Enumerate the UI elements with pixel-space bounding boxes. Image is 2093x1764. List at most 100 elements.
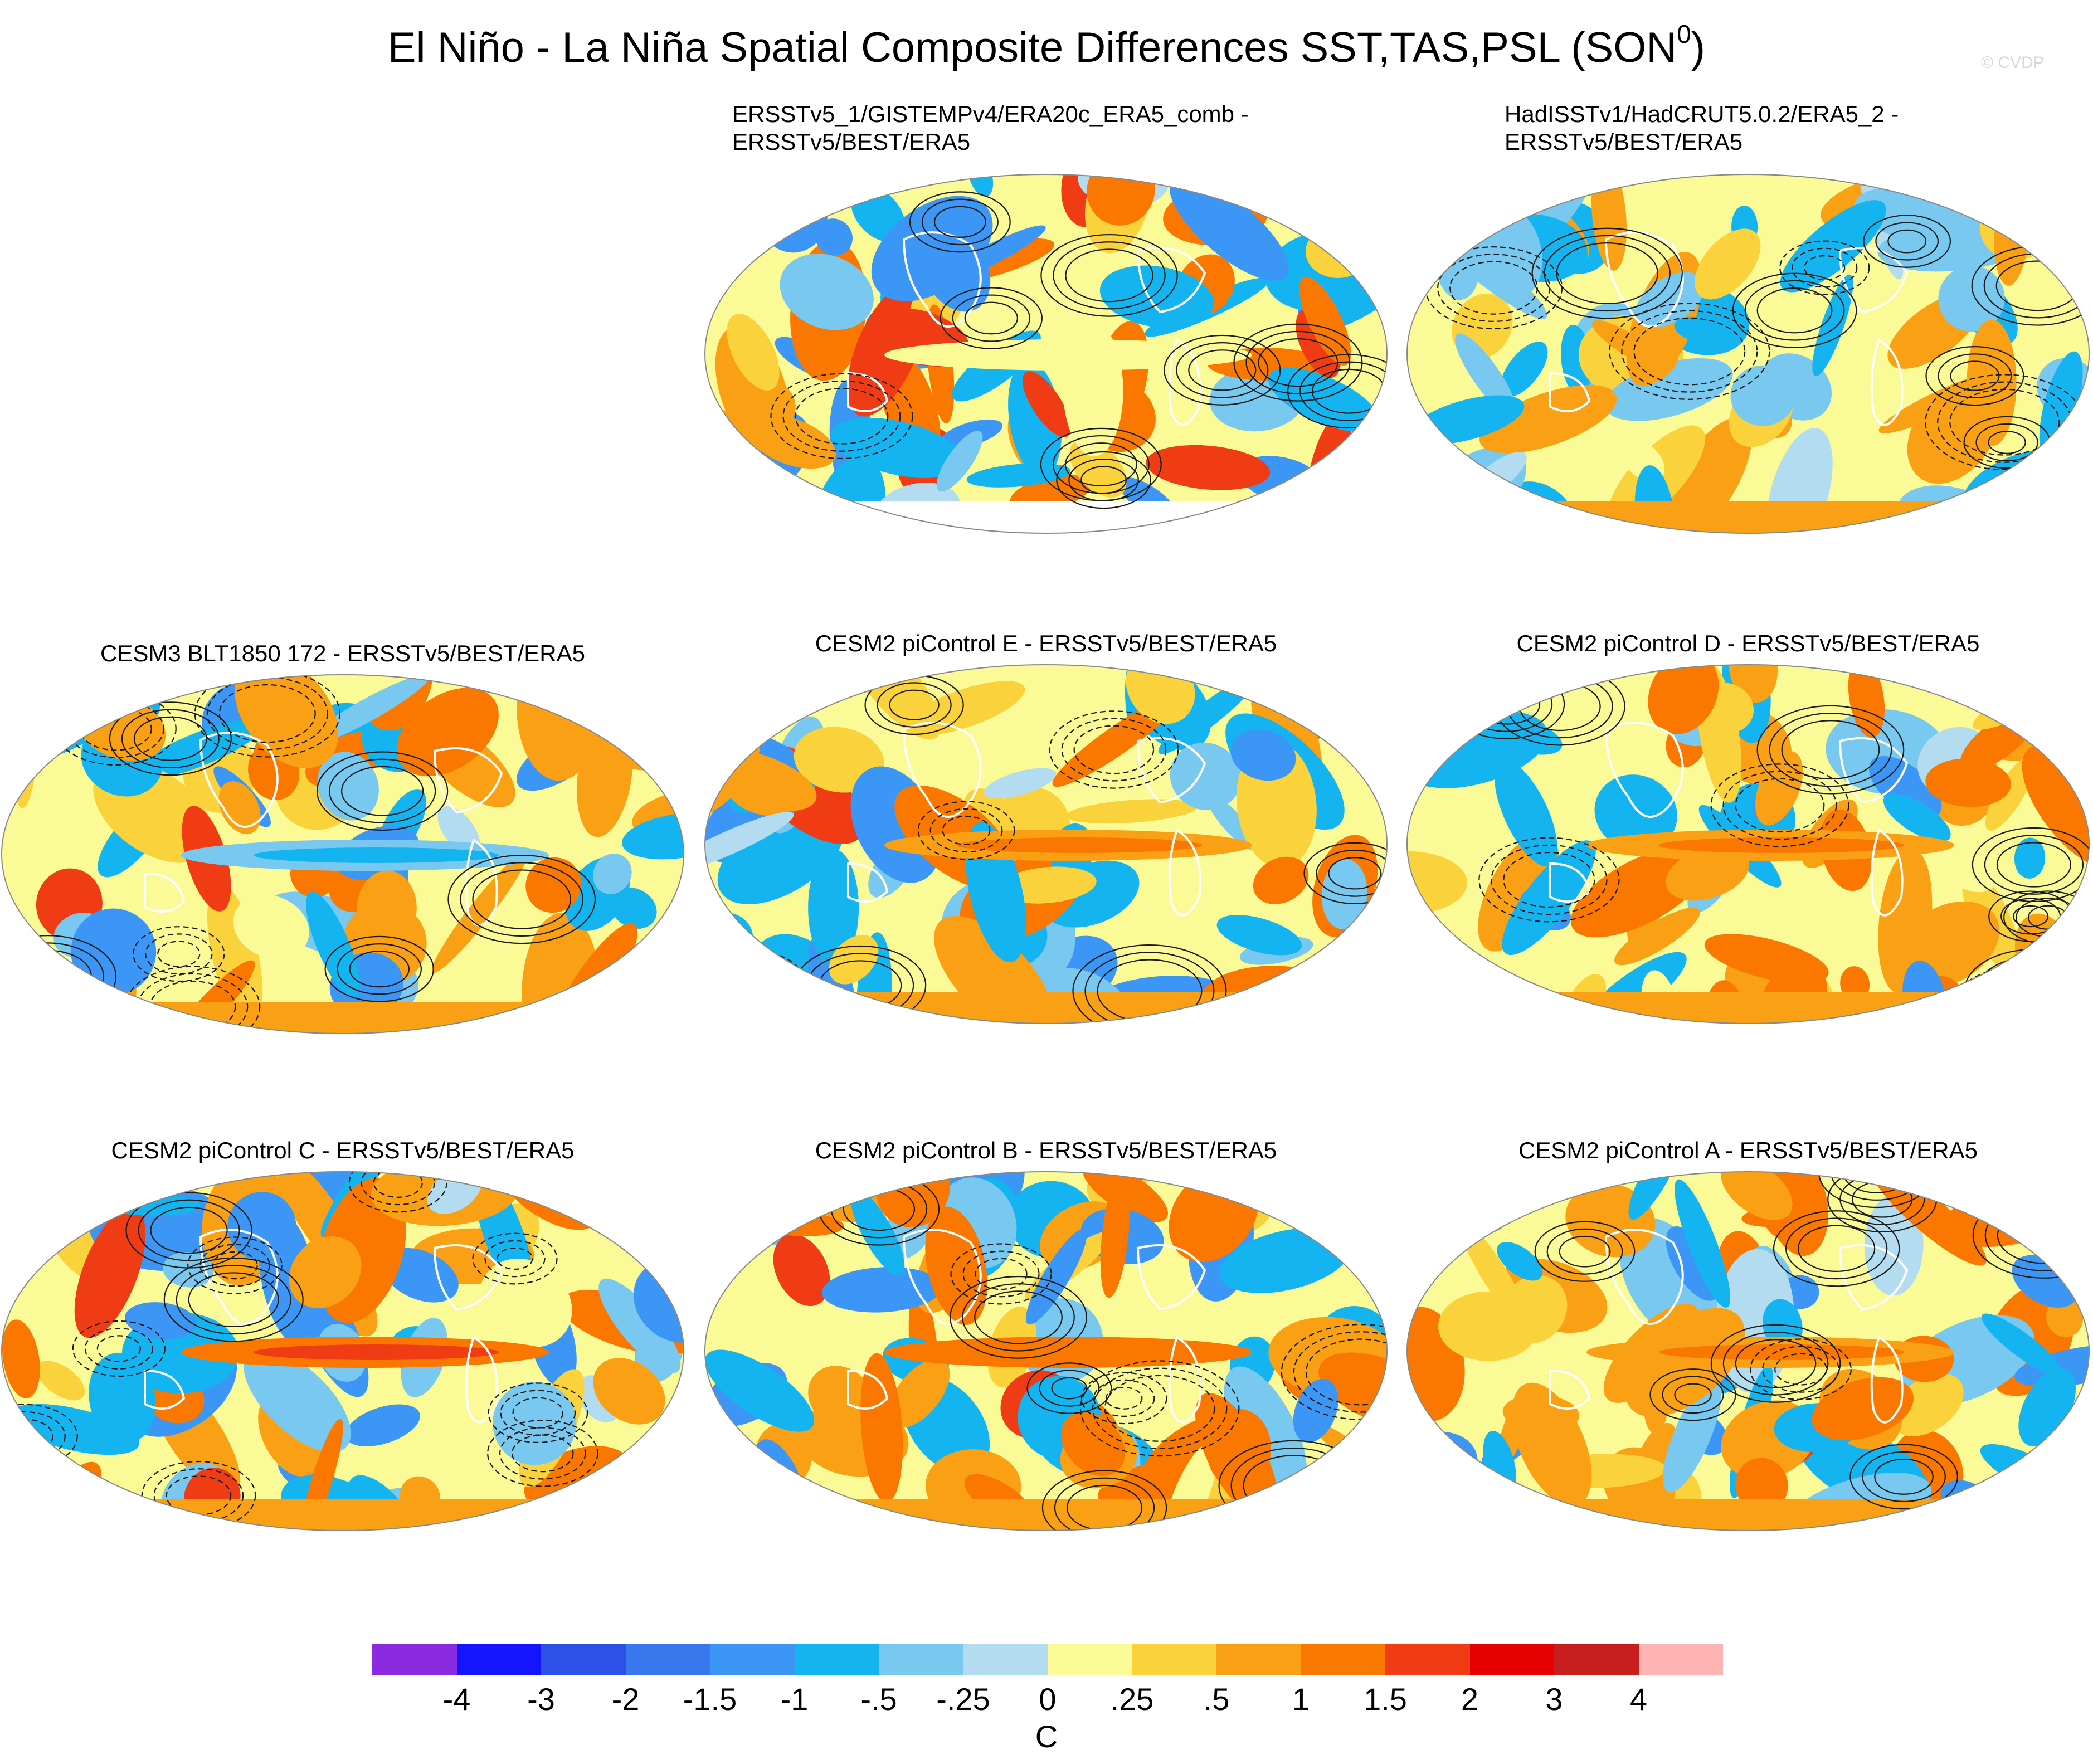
psl-contour: [933, 206, 986, 238]
psl-contour: [974, 1290, 1063, 1344]
psl-contour: [1040, 427, 1162, 501]
psl-contour: [1305, 1338, 1387, 1406]
psl-contour: [497, 1248, 533, 1270]
panel-title-line2: ERSSTv5/BEST/ERA5: [1505, 129, 1743, 155]
psl-contour: [1065, 248, 1153, 303]
colorbar-tick-label: 3: [1545, 1682, 1563, 1717]
psl-contour: [942, 815, 991, 845]
panel-title: HadISSTv1/HadCRUT5.0.2/ERA5_2 - ERSSTv5/…: [1505, 100, 2093, 156]
anomaly-blob: [2, 705, 32, 739]
anomaly-blob: [1730, 365, 1795, 426]
psl-contour: [705, 1478, 777, 1531]
anomaly-blob: [431, 850, 529, 973]
map-field: [705, 1172, 1387, 1531]
coastline: [847, 862, 889, 903]
psl-contour: [163, 1257, 304, 1342]
psl-contour: [1849, 1444, 1958, 1510]
map-plot: [1, 1171, 684, 1531]
anomaly-blob: [1985, 756, 2036, 831]
psl-contour: [877, 682, 952, 728]
map-panel: CESM2 piControl A - ERSSTv5/BEST/ERA5: [1405, 1137, 2091, 1594]
psl-contour: [1176, 342, 1269, 398]
psl-contour: [1769, 713, 1892, 787]
anomaly-blob: [705, 665, 742, 763]
psl-contour: [84, 1328, 153, 1370]
psl-contour: [138, 1199, 240, 1261]
psl-contour: [1064, 442, 1137, 487]
anomaly-blob: [479, 1258, 572, 1348]
anomaly-blob: [2, 1444, 53, 1509]
psl-contour: [1887, 229, 1927, 254]
colorbar-tick-label: -1.5: [683, 1682, 737, 1717]
antarctic-band: [705, 1499, 1387, 1531]
anomaly-blob: [1614, 907, 1700, 966]
psl-contour: [1039, 1370, 1100, 1407]
psl-contour: [150, 1206, 228, 1254]
anomaly-blob: [345, 1404, 420, 1447]
psl-contour: [1984, 835, 2084, 895]
psl-contour: [1040, 233, 1178, 317]
psl-contour: [1744, 280, 1845, 341]
colorbar-swatch: [963, 1644, 1048, 1675]
colorbar-tick-label: -.5: [860, 1682, 897, 1717]
psl-contour: [1773, 1210, 1900, 1287]
anomaly-blob: [593, 1172, 635, 1199]
psl-contour: [1996, 1172, 2089, 1241]
psl-contour: [909, 191, 1011, 253]
map-plot: [704, 174, 1388, 534]
psl-contour: [1531, 227, 1683, 319]
anomaly-blob: [218, 781, 261, 835]
colorbar-swatch: [794, 1644, 879, 1675]
anomaly-blob: [936, 431, 983, 492]
map-outline: [1, 674, 684, 1034]
panel-title: CESM2 piControl A - ERSSTv5/BEST/ERA5: [1518, 1137, 1978, 1163]
psl-contour: [1559, 1235, 1611, 1268]
anomaly-blob: [1023, 371, 1071, 437]
anomaly-blob: [36, 1361, 85, 1401]
psl-contour: [337, 943, 422, 995]
colorbar-tick-label: -1: [780, 1682, 809, 1717]
psl-contour: [109, 701, 232, 776]
anomaly-blob: [705, 941, 765, 1006]
anomaly-blob: [1500, 342, 1548, 397]
psl-contour: [1960, 972, 2089, 1024]
psl-contour: [137, 973, 249, 1034]
colorbar-swatch: [1638, 1644, 1723, 1675]
anomaly-blob: [382, 1248, 459, 1303]
anomaly-blob: [8, 1404, 140, 1455]
anomaly-blob: [808, 1366, 874, 1429]
anomaly-blob: [705, 447, 740, 529]
colorbar-swatch: [710, 1644, 795, 1675]
anomaly-blob: [1407, 1473, 1469, 1531]
psl-contour: [642, 952, 684, 997]
psl-contour: [1722, 771, 1837, 840]
psl-contour: [472, 869, 572, 929]
anomaly-blob: [1407, 1426, 1438, 1466]
psl-contour: [1323, 957, 1387, 999]
psl-contour: [1875, 222, 1939, 261]
psl-contour: [950, 1243, 1052, 1305]
psl-contour: [1797, 1225, 1876, 1273]
anomaly-blob: [244, 1347, 351, 1453]
anomaly-blob: [1721, 1172, 1793, 1220]
coastline: [433, 1244, 503, 1311]
anomaly-blob: [727, 314, 780, 391]
colorbar-tick-label: 1.5: [1364, 1682, 1407, 1717]
antarctic-band: [705, 992, 1387, 1024]
coastline: [144, 872, 186, 913]
map-outline: [704, 664, 1388, 1024]
psl-contour: [1950, 360, 2000, 391]
coastline: [433, 747, 503, 814]
coastline: [199, 732, 279, 828]
colorbar-swatch: [1385, 1644, 1470, 1675]
map-plot: [704, 664, 1388, 1024]
coastline: [902, 1229, 982, 1325]
panel-title-line2: ERSSTv5/BEST/ERA5: [732, 129, 971, 155]
map-panel: HadISSTv1/HadCRUT5.0.2/ERA5_2 - ERSSTv5/…: [1405, 100, 2091, 557]
map-outline: [1, 1171, 684, 1531]
psl-contour: [1303, 842, 1387, 904]
coastline: [465, 1336, 498, 1424]
anomaly-blob: [1780, 200, 1886, 293]
anomaly-blob: [705, 812, 794, 874]
psl-contour: [1938, 353, 2012, 398]
